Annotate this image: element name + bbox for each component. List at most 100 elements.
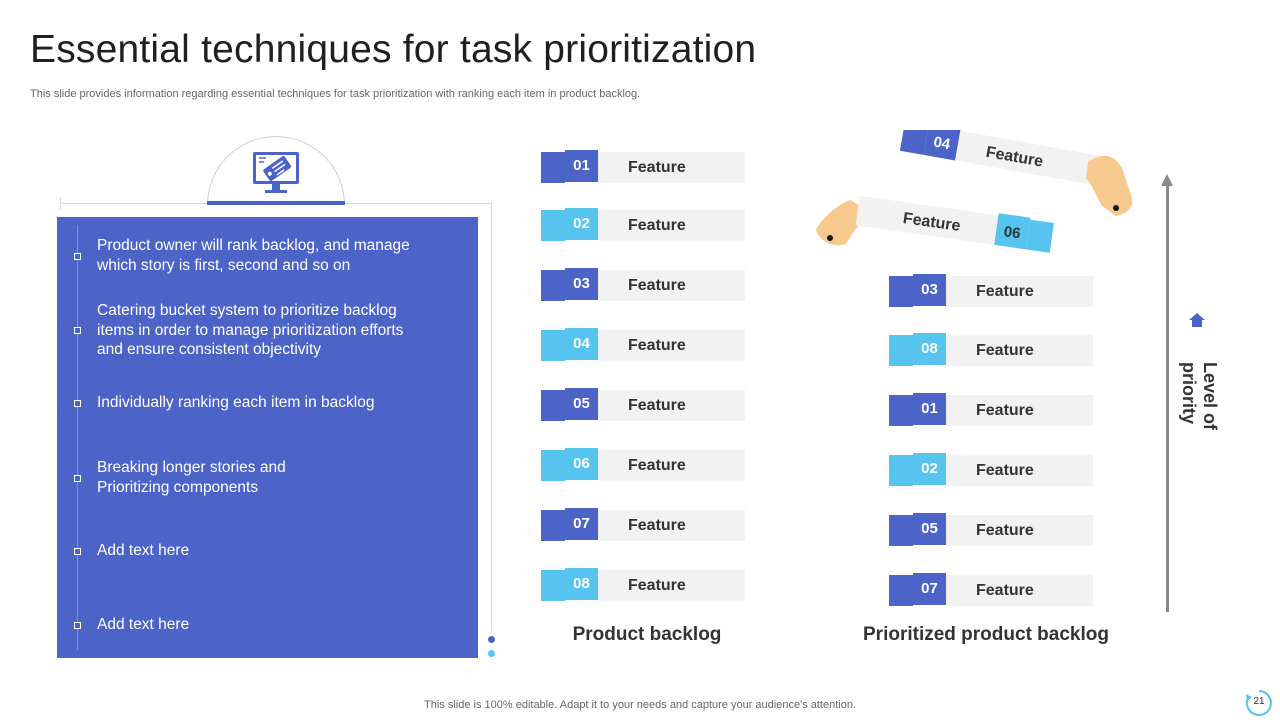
- feature-accent: [541, 210, 565, 241]
- backlog-item-04: 04 Feature: [541, 328, 745, 361]
- technique-text: Add text here: [97, 616, 190, 633]
- feature-bar: Feature: [946, 575, 1093, 606]
- technique-text: Product owner will rank backlog, and man…: [97, 237, 410, 274]
- feature-accent: [541, 570, 565, 601]
- techniques-panel: [57, 217, 478, 658]
- feature-label: Feature: [628, 397, 686, 414]
- feature-bar: Feature: [946, 395, 1093, 426]
- priority-label-text: Level of priority: [1179, 362, 1220, 431]
- held-card-04: 04 Feature: [899, 130, 1109, 187]
- feature-label: Feature: [976, 462, 1034, 479]
- feature-number: 08: [565, 568, 598, 600]
- held-card-06-num: 06: [1003, 223, 1022, 242]
- feature-accent: [541, 270, 565, 301]
- bullet-marker: [74, 327, 81, 335]
- panel-guide-line: [77, 225, 78, 650]
- bullet-marker: [74, 621, 81, 629]
- feature-label: Feature: [628, 277, 686, 294]
- feature-bar: Feature: [598, 450, 745, 481]
- feature-bar: Feature: [598, 270, 745, 301]
- feature-number: 03: [913, 274, 946, 306]
- feature-label: Feature: [628, 337, 686, 354]
- feature-number: 03: [565, 268, 598, 300]
- prioritized-item-03: 03 Feature: [889, 274, 1093, 307]
- feature-bar: Feature: [598, 390, 745, 421]
- backlog-item-03: 03 Feature: [541, 268, 745, 301]
- technique-text: Individually ranking each item in backlo…: [97, 394, 375, 411]
- backlog-item-08: 08 Feature: [541, 568, 745, 601]
- feature-bar: Feature: [946, 515, 1093, 546]
- backlog-item-06: 06 Feature: [541, 448, 745, 481]
- feature-bar: Feature: [946, 335, 1093, 366]
- slide-title: Essential techniques for task prioritiza…: [30, 28, 757, 71]
- feature-number: 02: [565, 208, 598, 240]
- right-hand: [1086, 155, 1133, 216]
- technique-text: Catering bucket system to prioritize bac…: [97, 302, 404, 358]
- priority-arrow-line: [1166, 182, 1169, 612]
- technique-text: Add text here: [97, 542, 190, 559]
- backlog-item-02: 02 Feature: [541, 208, 745, 241]
- feature-bar: Feature: [598, 152, 745, 183]
- feature-number: 01: [565, 150, 598, 182]
- feature-number: 08: [913, 333, 946, 365]
- feature-bar: Feature: [946, 455, 1093, 486]
- page-number: 21: [1253, 696, 1265, 707]
- decor-dot: [488, 650, 495, 657]
- feature-label: Feature: [976, 582, 1034, 599]
- slide-subtitle: This slide provides information regardin…: [30, 88, 641, 100]
- feature-accent: [541, 510, 565, 541]
- prioritized-backlog-label: Prioritized product backlog: [863, 624, 1109, 645]
- product-backlog-label: Product backlog: [572, 624, 722, 645]
- feature-accent: [541, 330, 565, 361]
- feature-accent: [889, 395, 913, 426]
- prioritized-item-07: 07 Feature: [889, 573, 1093, 606]
- feature-label: Feature: [976, 402, 1034, 419]
- feature-bar: Feature: [598, 510, 745, 541]
- page-number-badge: 21: [1244, 688, 1274, 718]
- feature-label: Feature: [976, 283, 1034, 300]
- feature-label: Feature: [628, 517, 686, 534]
- decor-dot: [488, 636, 495, 643]
- technique-text: Breaking longer stories and Prioritizing …: [97, 459, 286, 496]
- icon-dome-base: [207, 201, 345, 205]
- feature-number: 05: [913, 513, 946, 545]
- priority-label: Level of priority: [1174, 362, 1224, 442]
- bullet-marker: [74, 252, 81, 260]
- prioritized-item-08: 08 Feature: [889, 333, 1093, 366]
- prioritized-item-01: 01 Feature: [889, 393, 1093, 426]
- held-card-06: Feature 06: [855, 195, 1054, 253]
- feature-number: 05: [565, 388, 598, 420]
- feature-label: Feature: [628, 217, 686, 234]
- frame-line: [491, 203, 492, 633]
- feature-bar: Feature: [598, 210, 745, 241]
- bullet-marker: [74, 399, 81, 407]
- feature-bar: Feature: [598, 330, 745, 361]
- refresh-icon: [1245, 690, 1272, 716]
- feature-label: Feature: [976, 522, 1034, 539]
- feature-accent: [541, 390, 565, 421]
- home-icon: [1189, 313, 1205, 327]
- feature-number: 07: [913, 573, 946, 605]
- hands-holding-cards: 04 Feature Feature 06: [816, 130, 1133, 253]
- prioritized-item-02: 02 Feature: [889, 453, 1093, 486]
- feature-accent: [541, 450, 565, 481]
- feature-label: Feature: [628, 577, 686, 594]
- feature-accent: [889, 515, 913, 546]
- backlog-item-07: 07 Feature: [541, 508, 745, 541]
- feature-accent: [889, 335, 913, 366]
- feature-number: 01: [913, 393, 946, 425]
- feature-accent: [889, 455, 913, 486]
- feature-accent: [889, 575, 913, 606]
- feature-accent: [889, 276, 913, 307]
- feature-bar: Feature: [946, 276, 1093, 307]
- backlog-item-01: 01 Feature: [541, 150, 745, 183]
- feature-accent: [541, 152, 565, 183]
- priority-arrow-head: [1161, 174, 1173, 186]
- feature-bar: Feature: [598, 570, 745, 601]
- monitor-tag-icon: [253, 152, 299, 193]
- bullet-marker: [74, 474, 81, 482]
- footer-note: This slide is 100% editable. Adapt it to…: [424, 699, 856, 711]
- backlog-item-05: 05 Feature: [541, 388, 745, 421]
- feature-number: 04: [565, 328, 598, 360]
- feature-label: Feature: [628, 457, 686, 474]
